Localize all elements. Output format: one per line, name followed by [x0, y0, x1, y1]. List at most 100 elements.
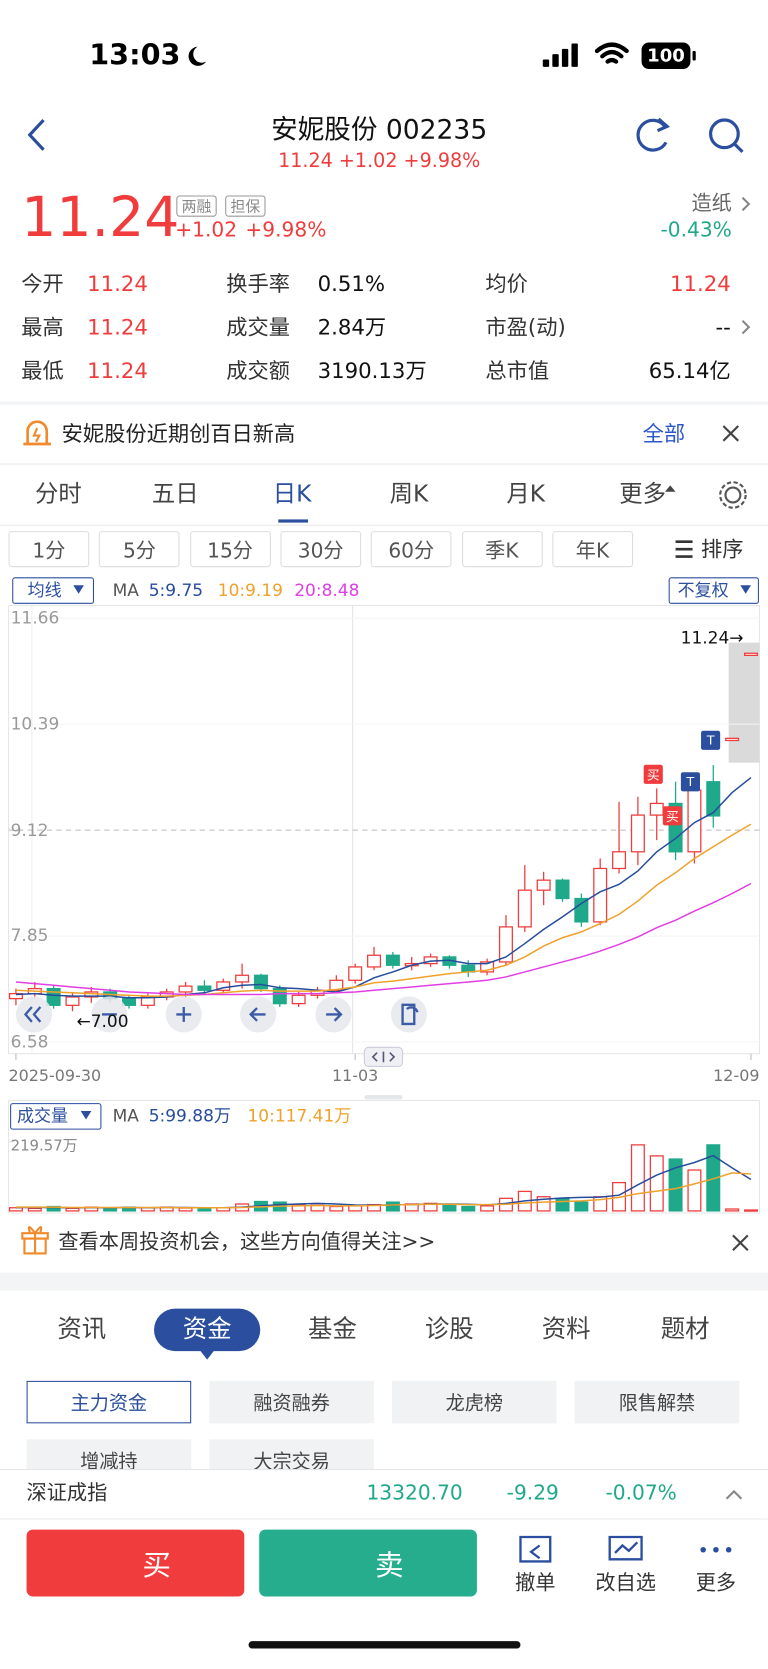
candle-body	[272, 987, 287, 1005]
info-tab[interactable]: 基金	[308, 1315, 357, 1344]
info-tab[interactable]: 资料	[541, 1315, 591, 1344]
candle-body	[612, 851, 627, 870]
volume-bar	[725, 1208, 740, 1212]
candle-body	[140, 996, 155, 1006]
pane-divider	[364, 1095, 403, 1100]
volume-bar	[706, 1144, 721, 1212]
stat-value: 11.24	[87, 357, 148, 384]
promo-text[interactable]: 查看本周投资机会，这些方向值得关注>>	[58, 1230, 436, 1254]
sell-button[interactable]: 卖	[259, 1529, 477, 1597]
alert-bolt	[32, 427, 42, 443]
period-button[interactable]: 1分	[8, 531, 90, 568]
stat-label: 总市值	[485, 357, 550, 384]
stat-value: 3190.13万	[317, 357, 427, 384]
back-button[interactable]	[27, 118, 45, 151]
candle-body	[480, 961, 495, 973]
period-button[interactable]: 60分	[370, 531, 452, 568]
info-tab[interactable]: 资金	[182, 1315, 232, 1344]
search-button[interactable]	[709, 118, 740, 150]
fund-button[interactable]: 限售解禁	[574, 1380, 740, 1424]
active-tab-pointer	[199, 1350, 215, 1360]
fund-button[interactable]: 主力资金	[26, 1380, 192, 1424]
info-tab[interactable]: 题材	[660, 1315, 710, 1344]
period-button[interactable]: 15分	[189, 531, 271, 568]
candle-body	[235, 974, 250, 983]
chart-tab[interactable]: 周K	[389, 481, 429, 508]
ma-line	[15, 882, 752, 996]
candle-body	[574, 897, 589, 923]
close-notice[interactable]	[722, 425, 739, 442]
candle-body	[367, 954, 382, 968]
pe-chevron	[741, 320, 751, 335]
status-time: 13:03	[89, 38, 181, 72]
tool-label[interactable]: 撤单	[515, 1571, 556, 1595]
period-button[interactable]: 季K	[461, 531, 543, 568]
trade-marker: 买	[662, 806, 682, 826]
volume-ma-line	[15, 1172, 752, 1209]
adjust-caret	[740, 585, 751, 594]
period-button[interactable]: 5分	[99, 531, 180, 568]
refresh-button[interactable]	[636, 118, 668, 152]
separator	[0, 1272, 768, 1291]
y-tick-label: 6.58	[10, 1031, 49, 1052]
stat-value: 11.24	[87, 314, 148, 340]
adjust-label[interactable]: 不复权	[677, 579, 729, 601]
x-tick-label: 11-03	[332, 1065, 379, 1086]
last-price: 11.24	[21, 185, 180, 250]
chart-tab[interactable]: 更多	[619, 481, 667, 508]
settings-button[interactable]	[724, 486, 742, 504]
candle-body	[197, 985, 212, 991]
volume-bar	[329, 1205, 344, 1212]
candle-body	[725, 737, 740, 742]
candle-body	[649, 802, 664, 816]
separator	[0, 401, 768, 405]
volume-indicator[interactable]: 成交量	[16, 1105, 68, 1126]
volume-bar	[197, 1207, 212, 1212]
stat-label: 最低	[21, 357, 64, 384]
tool-label[interactable]: 更多	[695, 1571, 737, 1595]
volume-bar	[536, 1196, 551, 1212]
y-tick-label: 10.39	[10, 713, 60, 734]
ma-line	[15, 776, 752, 999]
buy-button[interactable]: 买	[26, 1529, 245, 1597]
chart-nav-button[interactable]	[390, 996, 428, 1033]
stat-label: 均价	[485, 270, 528, 297]
promo-bar[interactable]	[0, 1219, 768, 1269]
info-tab[interactable]: 诊股	[424, 1315, 474, 1344]
indicator-label[interactable]: 均线	[27, 579, 62, 601]
period-button[interactable]: 年K	[552, 531, 633, 568]
scroll-handle-icon	[371, 1051, 396, 1063]
index-change-pct: -0.07%	[605, 1481, 677, 1505]
ma-legend: 5:9.75	[148, 579, 204, 601]
info-tab[interactable]: 资讯	[57, 1315, 107, 1344]
sector-name[interactable]: 造纸	[691, 191, 732, 216]
notice-action[interactable]: 全部	[642, 420, 686, 447]
badge: 担保	[225, 195, 266, 217]
volume-indicator-box[interactable]	[10, 1103, 102, 1130]
price-change-pct: +9.98%	[245, 218, 327, 242]
fund-button[interactable]: 融资融券	[209, 1380, 374, 1424]
tool-label[interactable]: 改自选	[595, 1571, 656, 1595]
trade-marker: T	[680, 772, 700, 792]
adjust-box[interactable]	[668, 577, 759, 604]
close-promo[interactable]	[732, 1234, 749, 1251]
volume-bar	[385, 1201, 400, 1212]
candle-body	[65, 996, 80, 1006]
sort-button[interactable]: 排序	[701, 536, 744, 562]
period-button[interactable]: 30分	[280, 531, 362, 568]
fund-button[interactable]: 龙虎榜	[391, 1380, 557, 1424]
stat-value: 0.51%	[317, 270, 386, 297]
chart-tab[interactable]: 月K	[506, 481, 546, 508]
index-change: -9.29	[506, 1481, 559, 1505]
chart-tab[interactable]: 分时	[35, 481, 82, 508]
indicator-box[interactable]	[12, 577, 95, 604]
stat-label: 今开	[21, 270, 64, 297]
y-tick-label: 9.12	[10, 819, 49, 840]
chart-tab[interactable]: 日K	[272, 481, 312, 508]
candle-body	[8, 992, 23, 1000]
stat-value: 11.24	[87, 270, 148, 297]
chart-tab[interactable]: 五日	[151, 481, 199, 508]
